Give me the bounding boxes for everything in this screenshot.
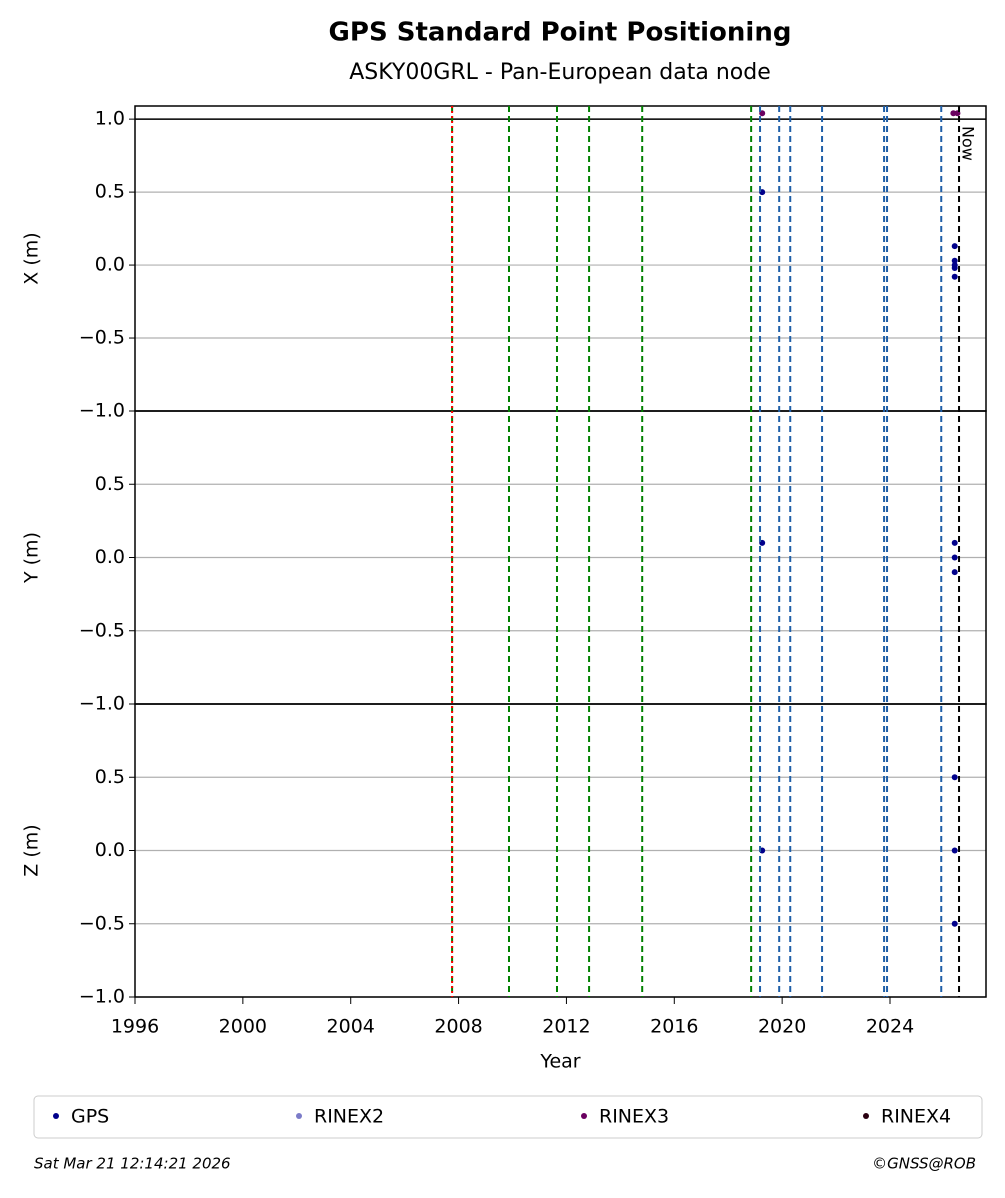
legend-marker bbox=[863, 1113, 869, 1119]
y-tick-label: −0.5 bbox=[79, 912, 125, 934]
point bbox=[951, 920, 958, 927]
y-tick-label: −1.0 bbox=[79, 400, 125, 422]
legend-marker bbox=[296, 1113, 302, 1119]
y-tick-label: 0.0 bbox=[95, 546, 125, 568]
legend-label: RINEX2 bbox=[314, 1106, 384, 1128]
legend-label: RINEX3 bbox=[599, 1106, 669, 1128]
event-label: Now bbox=[959, 126, 978, 161]
y-tick-label: −1.0 bbox=[79, 986, 125, 1008]
chart-subtitle: ASKY00GRL - Pan-European data node bbox=[349, 60, 770, 85]
chart-title: GPS Standard Point Positioning bbox=[329, 18, 792, 48]
point bbox=[951, 257, 958, 264]
y-tick-label: 0.0 bbox=[95, 839, 125, 861]
x-tick-label: 2024 bbox=[866, 1016, 914, 1038]
x-tick-label: 1996 bbox=[111, 1016, 159, 1038]
y-axis-label: X (m) bbox=[21, 232, 43, 284]
point bbox=[951, 774, 958, 781]
y-axis-label: Z (m) bbox=[21, 824, 43, 876]
y-tick-label: 1.0 bbox=[95, 108, 125, 130]
point bbox=[951, 243, 958, 250]
x-tick-label: 2016 bbox=[650, 1016, 698, 1038]
legend-marker bbox=[53, 1113, 59, 1119]
legend-marker bbox=[581, 1113, 587, 1119]
y-tick-label: −1.0 bbox=[79, 693, 125, 715]
y-tick-label: −0.5 bbox=[79, 327, 125, 349]
point bbox=[951, 539, 958, 546]
x-axis-label: Year bbox=[539, 1051, 580, 1073]
y-tick-label: 0.0 bbox=[95, 254, 125, 276]
x-tick-label: 2020 bbox=[758, 1016, 806, 1038]
legend-label: GPS bbox=[71, 1106, 109, 1128]
footer-date: Sat Mar 21 12:14:21 2026 bbox=[34, 1155, 231, 1173]
x-tick-label: 2004 bbox=[327, 1016, 375, 1038]
x-tick-label: 2012 bbox=[542, 1016, 590, 1038]
panel-frame bbox=[134, 703, 987, 998]
y-tick-label: 0.5 bbox=[95, 473, 125, 495]
y-tick-label: 0.5 bbox=[95, 181, 125, 203]
point bbox=[951, 264, 958, 271]
point bbox=[951, 554, 958, 561]
y-tick-label: −0.5 bbox=[79, 619, 125, 641]
y-tick-label: 0.5 bbox=[95, 766, 125, 788]
x-tick-label: 2000 bbox=[219, 1016, 267, 1038]
y-axis-label: Y (m) bbox=[21, 532, 43, 584]
footer-credit: ©GNSS@ROB bbox=[872, 1155, 976, 1173]
panel-frame bbox=[134, 105, 987, 412]
x-tick-label: 2008 bbox=[434, 1016, 482, 1038]
point bbox=[951, 847, 958, 854]
point bbox=[951, 569, 958, 576]
legend-label: RINEX4 bbox=[881, 1106, 951, 1128]
point bbox=[951, 273, 958, 280]
legend-box bbox=[33, 1095, 983, 1139]
